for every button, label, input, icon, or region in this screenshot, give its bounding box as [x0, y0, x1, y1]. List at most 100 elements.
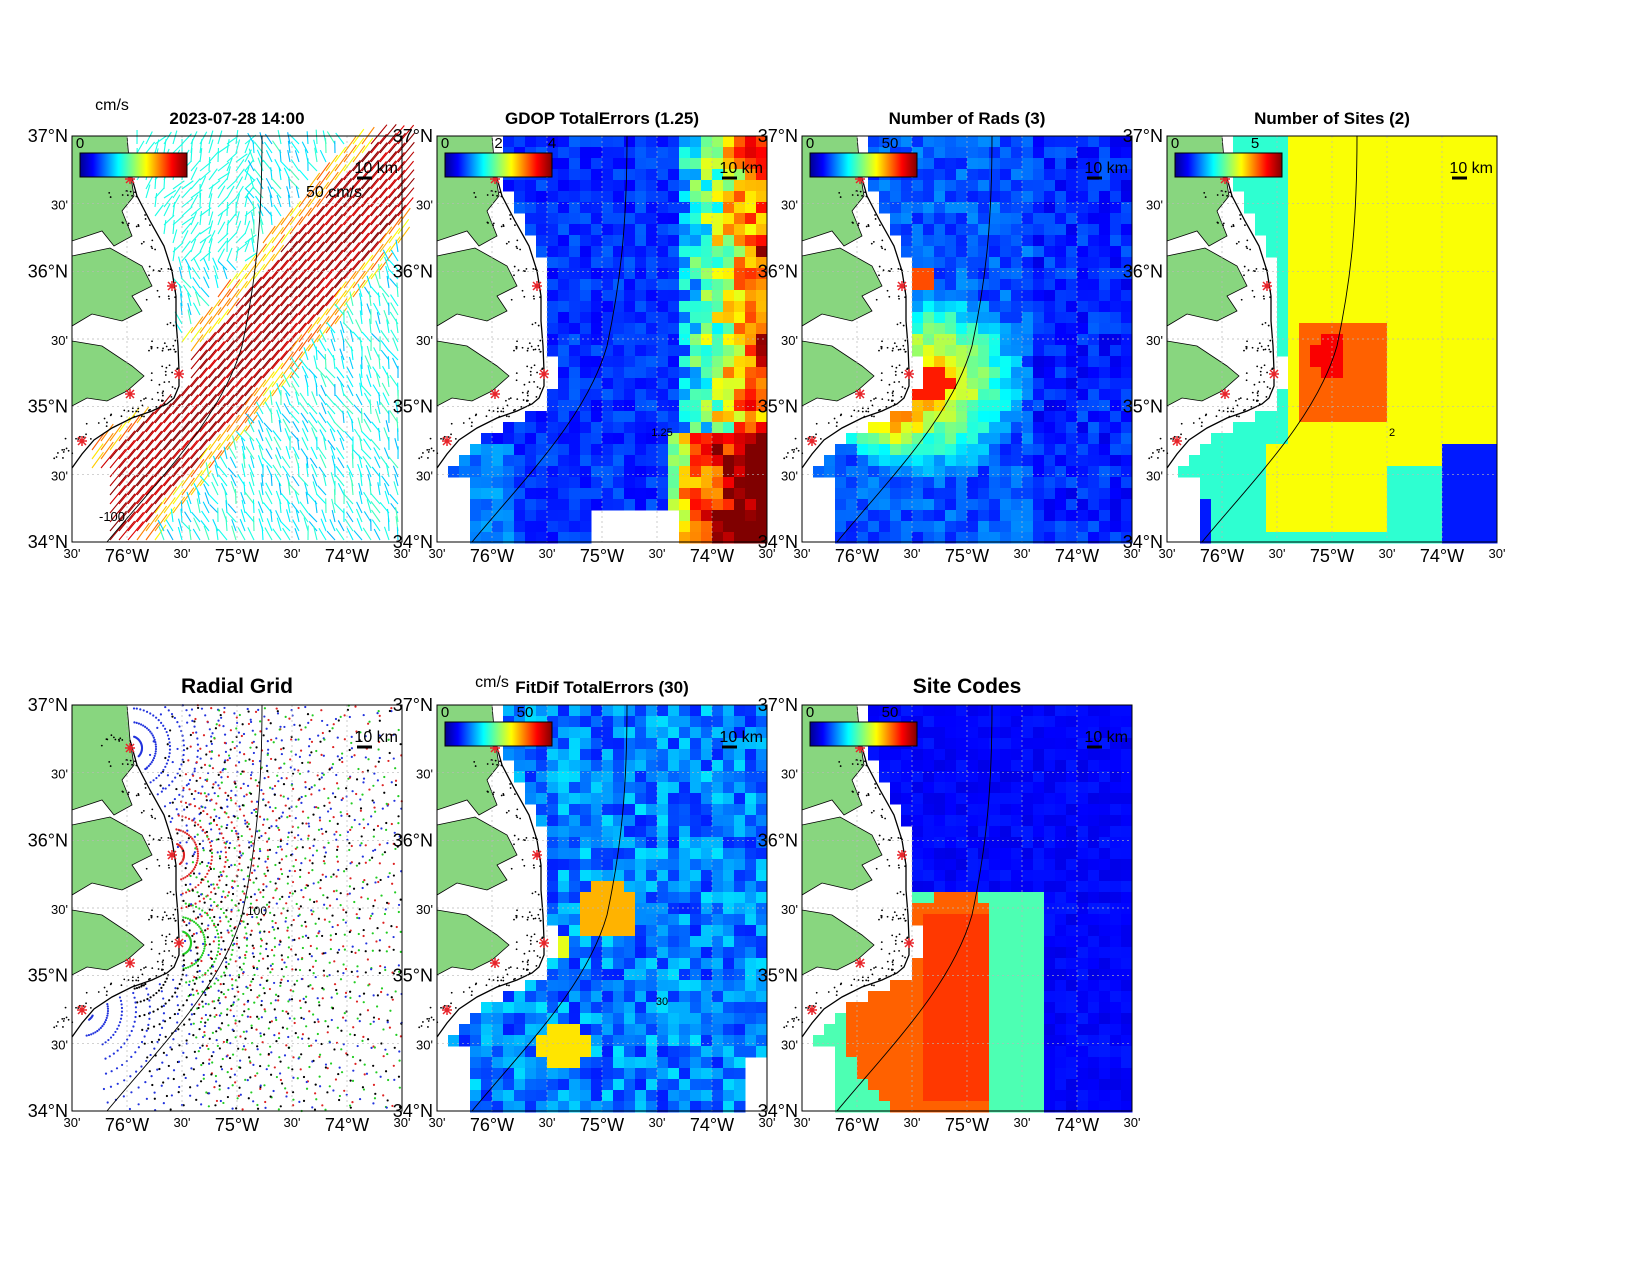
lon-tick-label: 75°W	[215, 1115, 259, 1135]
lon-tick-label: 30'	[284, 1115, 301, 1130]
lat-tick-label: 36°N	[758, 830, 798, 850]
radar-site-marker	[1172, 436, 1182, 446]
lon-tick-label: 30'	[1014, 1115, 1031, 1130]
lat-tick-label: 37°N	[758, 695, 798, 715]
radar-site-marker	[539, 369, 549, 379]
radar-site-marker	[539, 938, 549, 948]
colorbar-tick-label: 5	[1251, 135, 1259, 152]
scale-bar-label: 10 km	[1449, 160, 1493, 177]
scale-bar-label: 10 km	[719, 160, 763, 177]
colorbar	[810, 153, 917, 177]
lat-tick-label: 30'	[416, 902, 433, 917]
lat-tick-label: 36°N	[393, 261, 433, 281]
lat-tick-label: 30'	[51, 902, 68, 917]
lon-tick-label: 74°W	[1420, 546, 1464, 566]
lat-tick-label: 30'	[781, 468, 798, 483]
colorbar-tick-label: 0	[806, 135, 814, 152]
lon-tick-label: 30'	[429, 546, 446, 561]
radar-site-marker	[1262, 281, 1272, 291]
lat-tick-label: 35°N	[393, 397, 433, 417]
lon-tick-label: 76°W	[470, 1115, 514, 1135]
lon-tick-label: 75°W	[580, 546, 624, 566]
radar-site-marker	[904, 938, 914, 948]
lat-tick-label: 36°N	[28, 261, 68, 281]
land-mass-middle	[72, 817, 152, 895]
colorbar	[1175, 153, 1282, 177]
radar-site-marker	[125, 958, 135, 968]
radar-site-marker	[897, 281, 907, 291]
lon-tick-label: 76°W	[470, 546, 514, 566]
colorbar-tick-label: 0	[76, 135, 84, 152]
lon-tick-label: 30'	[429, 1115, 446, 1130]
scale-bar-label: 10 km	[354, 160, 398, 177]
lon-tick-label: 75°W	[945, 546, 989, 566]
lon-tick-label: 75°W	[580, 1115, 624, 1135]
lat-tick-label: 34°N	[393, 532, 433, 552]
colorbar-tick-label: 50	[882, 135, 899, 152]
radar-site-marker	[855, 958, 865, 968]
lat-tick-label: 37°N	[28, 695, 68, 715]
lon-tick-label: 76°W	[105, 546, 149, 566]
radar-site-marker	[125, 743, 135, 753]
scale-bar-label: 10 km	[1084, 160, 1128, 177]
lon-tick-label: 30'	[539, 546, 556, 561]
lon-tick-label: 30'	[904, 546, 921, 561]
scale-bar-label: 10 km	[719, 729, 763, 746]
radar-site-marker	[807, 1005, 817, 1015]
scale-bar-label: 10 km	[354, 729, 398, 746]
lat-tick-label: 34°N	[1123, 532, 1163, 552]
lon-tick-label: 30'	[1269, 546, 1286, 561]
lon-tick-label: 30'	[649, 1115, 666, 1130]
lon-tick-label: 30'	[904, 1115, 921, 1130]
lon-tick-label: 75°W	[215, 546, 259, 566]
land-mass-middle	[802, 817, 882, 895]
lat-tick-label: 30'	[1146, 198, 1163, 213]
radar-site-marker	[167, 281, 177, 291]
lat-tick-label: 30'	[51, 468, 68, 483]
radar-site-marker	[174, 369, 184, 379]
lat-tick-label: 30'	[781, 333, 798, 348]
lon-tick-label: 76°W	[835, 1115, 879, 1135]
lat-tick-label: 30'	[416, 468, 433, 483]
colorbar	[445, 153, 552, 177]
land-mass-middle	[802, 248, 882, 326]
lat-tick-label: 37°N	[393, 695, 433, 715]
land-mass-middle	[72, 248, 152, 326]
lon-tick-label: 74°W	[1055, 1115, 1099, 1135]
lat-tick-label: 30'	[1146, 468, 1163, 483]
lat-tick-label: 35°N	[28, 397, 68, 417]
lon-tick-label: 30'	[649, 546, 666, 561]
radar-site-marker	[897, 850, 907, 860]
radar-site-marker	[532, 850, 542, 860]
colorbar-tick-label: 2	[494, 135, 502, 152]
panel-title: GDOP TotalErrors (1.25)	[505, 109, 699, 128]
lon-tick-label: 74°W	[1055, 546, 1099, 566]
radar-site-marker	[174, 938, 184, 948]
lat-tick-label: 35°N	[758, 966, 798, 986]
lon-tick-label: 76°W	[835, 546, 879, 566]
lat-tick-label: 30'	[51, 1037, 68, 1052]
lat-tick-label: 30'	[781, 1037, 798, 1052]
lon-tick-label: 30'	[174, 1115, 191, 1130]
colorbar-tick-label: 0	[441, 704, 449, 721]
contour-label: 1.25	[651, 427, 672, 439]
land-mass-north	[72, 705, 134, 815]
colorbar-tick-label: 50	[882, 704, 899, 721]
unit-label: cm/s	[475, 674, 509, 691]
lon-tick-label: 30'	[1379, 546, 1396, 561]
radar-site-marker	[1269, 369, 1279, 379]
lat-tick-label: 36°N	[28, 830, 68, 850]
lon-tick-label: 30'	[1489, 546, 1506, 561]
depth-contour-label: -100	[99, 509, 125, 524]
colorbar	[445, 722, 552, 746]
radar-site-marker	[125, 389, 135, 399]
depth-contour-label: 100	[247, 904, 267, 918]
radar-site-marker	[807, 436, 817, 446]
radar-site-marker	[490, 958, 500, 968]
lon-tick-label: 30'	[794, 546, 811, 561]
lat-tick-label: 37°N	[758, 126, 798, 146]
